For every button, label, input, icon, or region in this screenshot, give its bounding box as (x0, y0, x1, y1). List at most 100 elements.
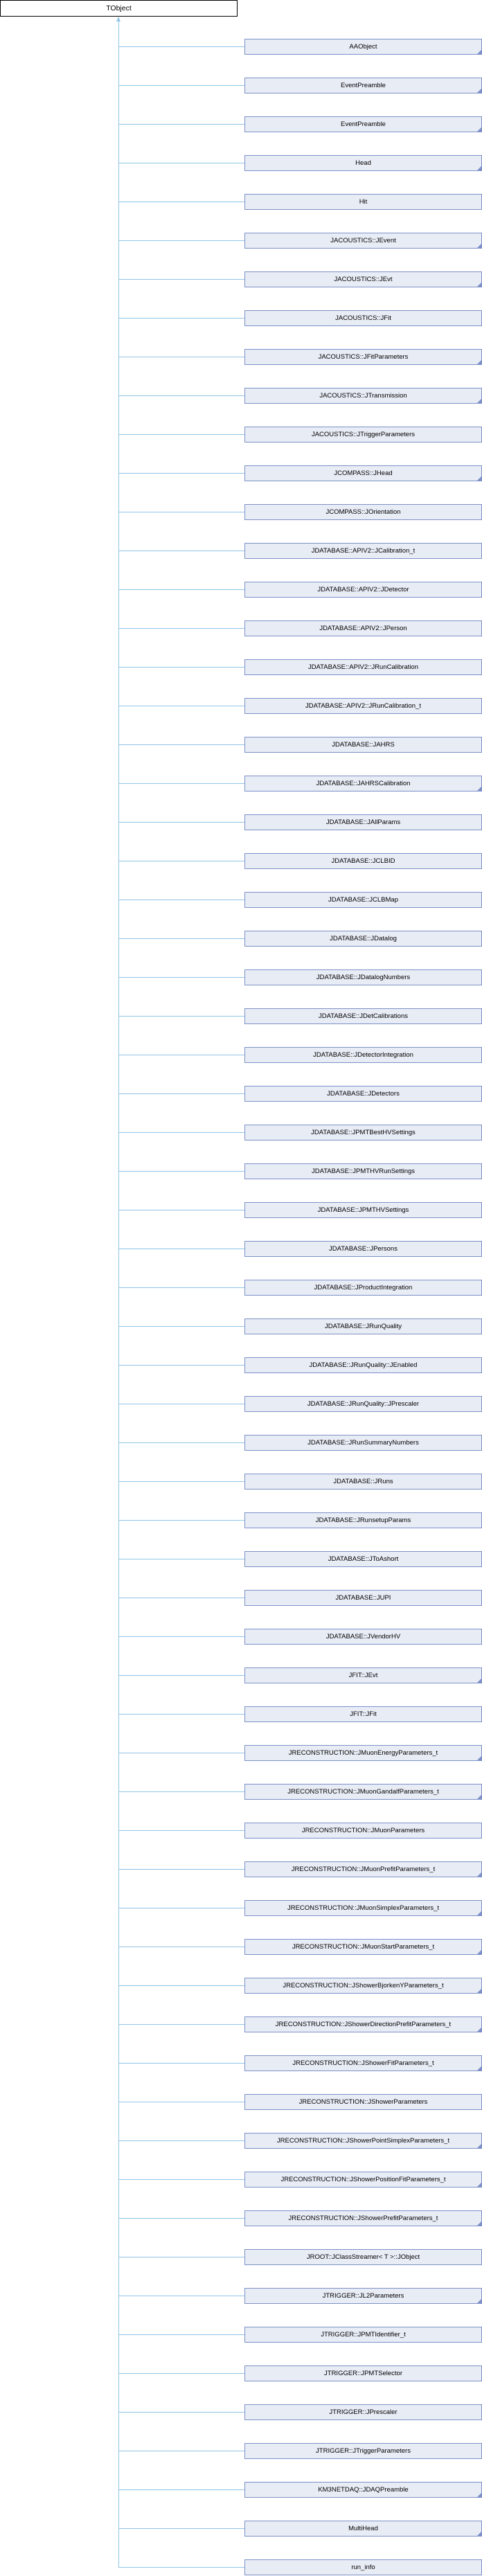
derived-class-node[interactable]: JDATABASE::JRunQuality::JEnabled (244, 1357, 482, 1373)
derived-class-node[interactable]: JRECONSTRUCTION::JShowerFitParameters_t (244, 2055, 482, 2071)
derived-class-node[interactable]: JACOUSTICS::JFit (244, 310, 482, 326)
derived-class-node[interactable]: JDATABASE::APIV2::JDetector (244, 582, 482, 598)
class-name-label: JDATABASE::JPMTHVRunSettings (311, 1168, 416, 1175)
derived-class-node[interactable]: JDATABASE::JRunQuality (244, 1318, 482, 1334)
derived-class-node[interactable]: JDATABASE::JDatalogNumbers (244, 969, 482, 985)
class-name-label: JRECONSTRUCTION::JShowerPointSimplexPara… (276, 2137, 450, 2145)
derived-class-node[interactable]: JDATABASE::JRunQuality::JPrescaler (244, 1396, 482, 1412)
derived-class-node[interactable]: JTRIGGER::JPMTSelector (244, 2365, 482, 2381)
derived-class-node[interactable]: JACOUSTICS::JEvt (244, 271, 482, 287)
base-class-node-tobject[interactable]: TObject (0, 0, 238, 17)
has-subclasses-corner-icon (477, 1795, 481, 1799)
derived-class-node[interactable]: JDATABASE::JDetCalibrations (244, 1008, 482, 1024)
derived-class-node[interactable]: AAObject (244, 39, 482, 55)
class-name-label: JTRIGGER::JPMTIdentifier_t (321, 2331, 406, 2338)
derived-class-node[interactable]: JRECONSTRUCTION::JShowerPointSimplexPara… (244, 2133, 482, 2149)
class-name-label: JRECONSTRUCTION::JMuonGandalfParameters_… (287, 1788, 439, 1796)
derived-class-node[interactable]: EventPreamble (244, 78, 482, 93)
inheritance-branch-line (118, 2024, 244, 2025)
derived-class-node[interactable]: JDATABASE::JCLBID (244, 853, 482, 869)
derived-class-node[interactable]: JDATABASE::JAHRS (244, 737, 482, 753)
class-name-label: JDATABASE::JAHRSCalibration (316, 780, 411, 787)
inheritance-branch-line (118, 1636, 244, 1637)
derived-class-node[interactable]: MultiHead (244, 2521, 482, 2537)
derived-class-node[interactable]: JFIT::JFit (244, 1706, 482, 1722)
derived-class-node[interactable]: KM3NETDAQ::JDAQPreamble (244, 2482, 482, 2498)
derived-class-node[interactable]: JROOT::JClassStreamer< T >::JObject (244, 2249, 482, 2265)
derived-class-node[interactable]: JRECONSTRUCTION::JMuonGandalfParameters_… (244, 1784, 482, 1800)
derived-class-node[interactable]: JDATABASE::JVendorHV (244, 1629, 482, 1645)
derived-class-node[interactable]: JRECONSTRUCTION::JShowerPrefitParameters… (244, 2210, 482, 2226)
derived-class-node[interactable]: JDATABASE::JToAshort (244, 1551, 482, 1567)
has-subclasses-corner-icon (477, 89, 481, 93)
derived-class-node[interactable]: EventPreamble (244, 116, 482, 132)
derived-class-node[interactable]: JRECONSTRUCTION::JMuonParameters (244, 1823, 482, 1839)
class-name-label: JDATABASE::JCLBID (331, 857, 395, 865)
class-name-label: JDATABASE::APIV2::JDetector (317, 586, 409, 593)
class-name-label: JDATABASE::JDetectorIntegration (313, 1051, 413, 1059)
class-name-label: JACOUSTICS::JFitParameters (318, 353, 409, 361)
derived-class-node[interactable]: JRECONSTRUCTION::JMuonPrefitParameters_t (244, 1861, 482, 1877)
derived-class-node[interactable]: JDATABASE::JDetectorIntegration (244, 1047, 482, 1063)
derived-class-node[interactable]: JDATABASE::APIV2::JCalibration_t (244, 543, 482, 559)
derived-class-node[interactable]: JFIT::JEvt (244, 1667, 482, 1683)
derived-class-node[interactable]: JRECONSTRUCTION::JMuonStartParameters_t (244, 1939, 482, 1955)
derived-class-node[interactable]: JTRIGGER::JTriggerParameters (244, 2443, 482, 2459)
class-name-label: JTRIGGER::JPrescaler (329, 2408, 398, 2416)
derived-class-node[interactable]: JDATABASE::JPMTHVSettings (244, 1202, 482, 1218)
inheritance-branch-line (118, 667, 244, 668)
derived-class-node[interactable]: JACOUSTICS::JTriggerParameters (244, 427, 482, 442)
derived-class-node[interactable]: Hit (244, 194, 482, 210)
class-name-label: JDATABASE::APIV2::JRunCalibration (307, 663, 419, 671)
has-subclasses-corner-icon (477, 787, 481, 791)
derived-class-node[interactable]: JTRIGGER::JPMTIdentifier_t (244, 2327, 482, 2343)
derived-class-node[interactable]: JDATABASE::APIV2::JPerson (244, 620, 482, 636)
derived-class-node[interactable]: JDATABASE::JPMTHVRunSettings (244, 1163, 482, 1179)
derived-class-node[interactable]: JDATABASE::JRuns (244, 1474, 482, 1490)
derived-class-node[interactable]: JRECONSTRUCTION::JShowerBjorkenYParamete… (244, 1978, 482, 1994)
has-subclasses-corner-icon (477, 2028, 481, 2032)
inheritance-branch-line (118, 1714, 244, 1715)
derived-class-node[interactable]: JRECONSTRUCTION::JMuonSimplexParameters_… (244, 1900, 482, 1916)
class-name-label: JRECONSTRUCTION::JMuonStartParameters_t (292, 1943, 435, 1951)
derived-class-node[interactable]: JDATABASE::JRunsetupParams (244, 1512, 482, 1528)
class-name-label: KM3NETDAQ::JDAQPreamble (318, 2486, 409, 2494)
class-name-label: JTRIGGER::JPMTSelector (324, 2370, 402, 2377)
derived-class-node[interactable]: JCOMPASS::JHead (244, 465, 482, 481)
inheritance-branch-line (118, 124, 244, 125)
derived-class-node[interactable]: JRECONSTRUCTION::JShowerDirectionPrefitP… (244, 2016, 482, 2032)
derived-class-node[interactable]: JACOUSTICS::JFitParameters (244, 349, 482, 365)
derived-class-node[interactable]: JRECONSTRUCTION::JMuonEnergyParameters_t (244, 1745, 482, 1761)
derived-class-node[interactable]: JDATABASE::JUPI (244, 1590, 482, 1606)
inheritance-branch-line (118, 822, 244, 823)
derived-class-node[interactable]: JDATABASE::JAllParams (244, 814, 482, 830)
derived-class-node[interactable]: JCOMPASS::JOrientation (244, 504, 482, 520)
derived-class-node[interactable]: JDATABASE::APIV2::JRunCalibration (244, 659, 482, 675)
derived-class-node[interactable]: JDATABASE::JPMTBestHVSettings (244, 1125, 482, 1141)
inheritance-branch-line (118, 628, 244, 629)
derived-class-node[interactable]: JACOUSTICS::JTransmission (244, 388, 482, 404)
derived-class-node[interactable]: Head (244, 155, 482, 171)
has-subclasses-corner-icon (477, 127, 481, 132)
derived-class-node[interactable]: JACOUSTICS::JEvent (244, 233, 482, 249)
derived-class-node[interactable]: JTRIGGER::JL2Parameters (244, 2288, 482, 2304)
inheritance-branch-line (118, 1171, 244, 1172)
derived-class-node[interactable]: JDATABASE::APIV2::JRunCalibration_t (244, 698, 482, 714)
inheritance-branch-line (118, 2528, 244, 2529)
class-name-label: JDATABASE::JRunQuality (324, 1323, 402, 1330)
inheritance-trunk-line (118, 18, 119, 2568)
derived-class-node[interactable]: JDATABASE::JAHRSCalibration (244, 776, 482, 791)
derived-class-node[interactable]: JRECONSTRUCTION::JShowerPositionFitParam… (244, 2172, 482, 2188)
derived-class-node[interactable]: JDATABASE::JCLBMap (244, 892, 482, 908)
derived-class-node[interactable]: run_info (244, 2559, 482, 2575)
derived-class-node[interactable]: JDATABASE::JDetectors (244, 1086, 482, 1102)
derived-class-node[interactable]: JTRIGGER::JPrescaler (244, 2404, 482, 2420)
inheritance-branch-line (118, 744, 244, 745)
class-name-label: JRECONSTRUCTION::JShowerParameters (298, 2098, 428, 2106)
derived-class-node[interactable]: JRECONSTRUCTION::JShowerParameters (244, 2094, 482, 2110)
derived-class-node[interactable]: JDATABASE::JPersons (244, 1241, 482, 1257)
derived-class-node[interactable]: JDATABASE::JDatalog (244, 931, 482, 947)
derived-class-node[interactable]: JDATABASE::JRunSummaryNumbers (244, 1435, 482, 1451)
inheritance-branch-line (118, 783, 244, 784)
derived-class-node[interactable]: JDATABASE::JProductIntegration (244, 1280, 482, 1296)
